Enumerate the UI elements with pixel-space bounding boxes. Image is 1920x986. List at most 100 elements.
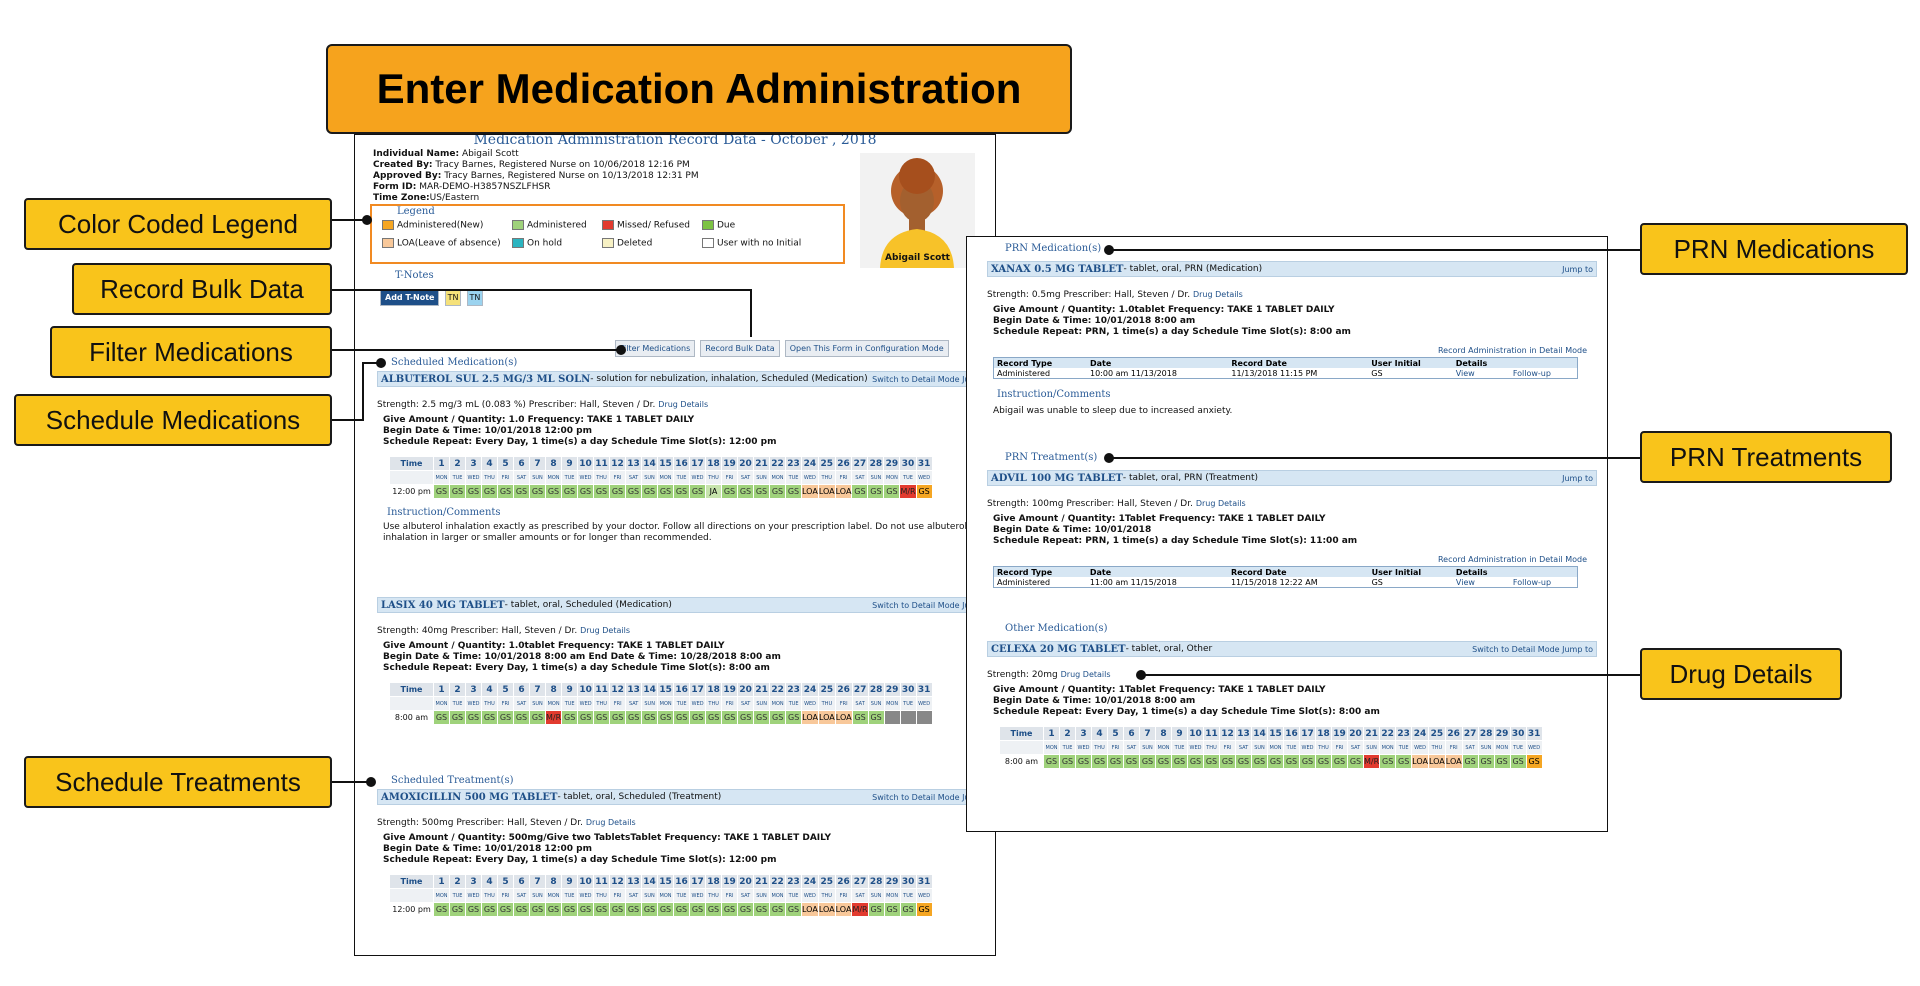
schedule-cell[interactable]: GS xyxy=(1219,754,1236,769)
schedule-cell[interactable]: GS xyxy=(753,710,771,725)
schedule-cell[interactable]: M/R xyxy=(851,902,869,917)
schedule-cell[interactable]: GS xyxy=(915,484,933,499)
schedule-cell[interactable]: GS xyxy=(529,902,546,917)
med-name[interactable]: AMOXICILLIN 500 MG TABLET xyxy=(381,791,558,803)
schedule-cell[interactable]: GS xyxy=(673,902,690,917)
record-action-link[interactable]: Follow-up xyxy=(1512,577,1552,587)
schedule-cell[interactable]: GS xyxy=(1075,754,1092,769)
med-name[interactable]: LASIX 40 MG TABLET xyxy=(381,599,505,611)
schedule-cell[interactable]: GS xyxy=(1155,754,1172,769)
schedule-cell[interactable]: GS xyxy=(657,902,674,917)
schedule-cell[interactable]: GS xyxy=(561,902,578,917)
schedule-cell[interactable]: JA xyxy=(705,484,722,499)
schedule-cell[interactable]: LOA xyxy=(834,710,853,725)
schedule-cell[interactable]: LOA xyxy=(817,902,836,917)
schedule-cell[interactable]: GS xyxy=(1251,754,1268,769)
record-admin-link[interactable]: Record Administration in Detail Mode xyxy=(1437,346,1587,355)
schedule-cell[interactable]: GS xyxy=(641,902,658,917)
schedule-cell[interactable]: GS xyxy=(721,902,738,917)
drug-details-link[interactable]: Drug Details xyxy=(580,626,630,635)
drug-details-link[interactable]: Drug Details xyxy=(585,818,636,827)
schedule-cell[interactable]: GS xyxy=(465,484,482,499)
filter-medications-button[interactable]: Filter Medications xyxy=(615,340,696,357)
schedule-cell[interactable]: GS xyxy=(545,484,562,499)
schedule-cell[interactable]: GS xyxy=(1171,754,1188,769)
detail-mode-link[interactable]: Switch to Detail Mode Jump to xyxy=(872,600,993,610)
schedule-cell[interactable]: LOA xyxy=(801,710,819,725)
schedule-cell[interactable]: GS xyxy=(737,902,754,917)
schedule-cell[interactable]: GS xyxy=(529,710,546,725)
schedule-cell[interactable]: GS xyxy=(641,710,659,725)
schedule-cell[interactable]: GS xyxy=(899,902,917,917)
schedule-cell[interactable]: GS xyxy=(1299,754,1316,769)
schedule-cell[interactable]: GS xyxy=(513,710,530,725)
schedule-cell[interactable]: GS xyxy=(625,710,643,725)
schedule-cell[interactable]: LOA xyxy=(1427,754,1446,769)
schedule-cell[interactable]: GS xyxy=(705,710,723,725)
schedule-cell[interactable]: LOA xyxy=(801,902,819,917)
detail-mode-link[interactable]: Switch to Detail Mode Jump to xyxy=(872,792,993,802)
record-action-link[interactable]: View xyxy=(1455,577,1475,587)
schedule-cell[interactable]: GS xyxy=(721,710,739,725)
schedule-cell[interactable]: GS xyxy=(1379,754,1397,769)
schedule-cell[interactable]: GS xyxy=(673,484,690,499)
schedule-cell[interactable]: GS xyxy=(785,902,802,917)
record-bulk-data-button[interactable]: Record Bulk Data xyxy=(700,340,780,357)
record-admin-link[interactable]: Record Administration in Detail Mode xyxy=(1437,555,1587,564)
schedule-cell[interactable]: GS xyxy=(433,710,450,725)
schedule-cell[interactable]: GS xyxy=(721,484,738,499)
schedule-cell[interactable]: GS xyxy=(867,710,885,725)
schedule-cell[interactable]: GS xyxy=(689,484,706,499)
med-name[interactable]: ALBUTEROL SUL 2.5 MG/3 ML SOLN xyxy=(381,373,591,385)
schedule-cell[interactable]: GS xyxy=(529,484,546,499)
schedule-cell[interactable]: GS xyxy=(1107,754,1124,769)
schedule-cell[interactable]: GS xyxy=(449,484,466,499)
schedule-cell[interactable]: LOA xyxy=(1411,754,1429,769)
schedule-cell[interactable]: GS xyxy=(769,902,786,917)
jump-to-link[interactable]: Jump to xyxy=(1562,473,1593,483)
schedule-cell[interactable]: GS xyxy=(769,710,787,725)
schedule-cell[interactable]: GS xyxy=(593,484,610,499)
schedule-cell[interactable]: M/R xyxy=(899,484,917,499)
schedule-cell[interactable]: GS xyxy=(769,484,786,499)
schedule-cell[interactable]: GS xyxy=(593,902,610,917)
schedule-cell[interactable]: GS xyxy=(753,484,770,499)
schedule-cell[interactable]: GS xyxy=(577,710,595,725)
schedule-cell[interactable]: GS xyxy=(609,902,626,917)
schedule-cell[interactable]: GS xyxy=(545,902,562,917)
tn-badge-1[interactable]: TN xyxy=(444,289,462,306)
schedule-cell[interactable]: GS xyxy=(497,710,514,725)
drug-details-link[interactable]: Drug Details xyxy=(1195,499,1246,508)
schedule-cell[interactable]: GS xyxy=(867,902,885,917)
schedule-cell[interactable]: GS xyxy=(1461,754,1479,769)
schedule-cell[interactable]: GS xyxy=(593,710,611,725)
record-action-link[interactable]: Follow-up xyxy=(1512,368,1551,378)
schedule-cell[interactable]: GS xyxy=(449,710,466,725)
schedule-cell[interactable]: GS xyxy=(609,710,627,725)
schedule-cell[interactable]: GS xyxy=(449,902,466,917)
schedule-cell[interactable]: GS xyxy=(883,902,901,917)
schedule-cell[interactable]: GS xyxy=(1509,754,1527,769)
schedule-cell[interactable]: GS xyxy=(737,710,755,725)
schedule-cell[interactable]: GS xyxy=(1395,754,1413,769)
schedule-cell[interactable]: GS xyxy=(561,484,578,499)
schedule-cell[interactable] xyxy=(883,710,901,725)
schedule-cell[interactable]: GS xyxy=(465,902,482,917)
schedule-cell[interactable]: GS xyxy=(1525,754,1543,769)
schedule-cell[interactable]: M/R xyxy=(544,710,563,725)
schedule-cell[interactable]: LOA xyxy=(801,484,819,499)
schedule-cell[interactable]: LOA xyxy=(817,710,836,725)
schedule-cell[interactable]: LOA xyxy=(817,484,836,499)
schedule-cell[interactable]: GS xyxy=(851,710,869,725)
med-name[interactable]: XANAX 0.5 MG TABLET xyxy=(991,263,1124,275)
schedule-cell[interactable]: GS xyxy=(433,902,450,917)
schedule-cell[interactable]: GS xyxy=(915,902,933,917)
schedule-cell[interactable]: GS xyxy=(481,484,498,499)
schedule-cell[interactable]: GS xyxy=(1123,754,1140,769)
record-action-link[interactable]: View xyxy=(1455,368,1475,378)
schedule-cell[interactable]: GS xyxy=(1187,754,1204,769)
drug-details-link[interactable]: Drug Details xyxy=(1060,670,1111,679)
schedule-cell[interactable]: GS xyxy=(851,484,869,499)
schedule-cell[interactable]: GS xyxy=(1315,754,1332,769)
schedule-cell[interactable]: GS xyxy=(705,902,722,917)
